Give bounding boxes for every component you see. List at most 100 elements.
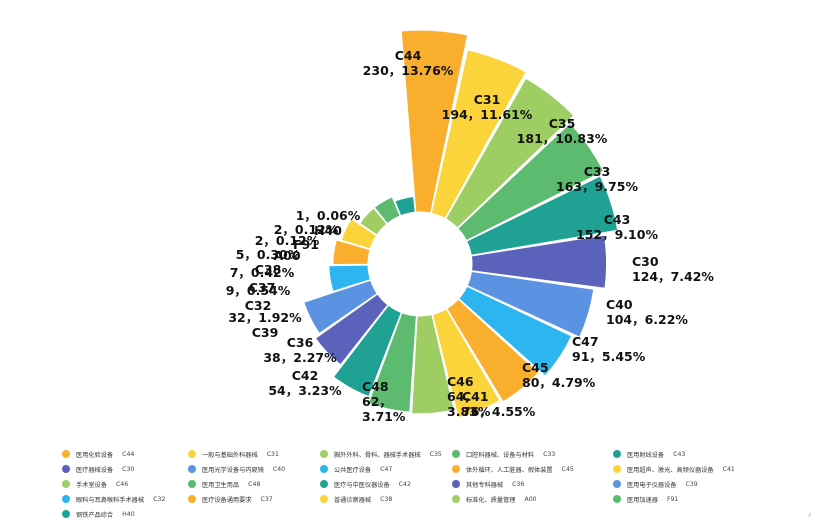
rose-sector-c35[interactable] xyxy=(445,77,575,229)
legend-swatch xyxy=(320,480,328,488)
legend-code: C36 xyxy=(512,480,525,488)
rose-sector-c42[interactable] xyxy=(332,304,402,398)
data-label-c36-line2: 38，2.27% xyxy=(263,350,337,365)
legend-code: C35 xyxy=(429,450,442,458)
rose-sector-c44[interactable] xyxy=(400,29,469,214)
rose-sector-a00[interactable] xyxy=(359,207,388,236)
data-label-c37-line1: 7，0.42% xyxy=(230,265,295,280)
rose-sector-c39[interactable] xyxy=(303,279,378,335)
legend-item-c33[interactable]: 口腔科器械、设备与材料 C33 xyxy=(452,448,555,460)
legend-code: C45 xyxy=(561,465,574,473)
legend-name: 普通诊察器械 xyxy=(334,496,372,504)
data-label-c40-line2: 104，6.22% xyxy=(606,312,688,327)
rose-sector-c41[interactable] xyxy=(431,308,501,419)
legend-swatch xyxy=(613,480,621,488)
legend-name: 公共医疗设备 xyxy=(334,466,372,474)
legend-item-c46[interactable]: 手术室设备 C46 xyxy=(62,478,128,490)
data-label-c35-line1: C35 xyxy=(549,116,576,131)
data-label-c47-line1: C47 xyxy=(572,334,599,349)
legend-item-c38[interactable]: 普通诊察器械 C38 xyxy=(320,493,392,505)
data-label-c33-line1: C33 xyxy=(584,164,611,179)
legend-name: 医疗设备通用要求 xyxy=(202,496,252,504)
legend-item-c32[interactable]: 眼科与耳鼻喉科手术器械 C32 xyxy=(62,493,165,505)
legend-item-c45[interactable]: 体外循环、人工脏器、假体装置 C45 xyxy=(452,463,574,475)
rose-sector-c45[interactable] xyxy=(446,298,540,403)
legend-name: 钢铁产品综合 xyxy=(76,511,114,519)
legend-item-c36[interactable]: 其他专科器械 C36 xyxy=(452,478,524,490)
legend-code: C42 xyxy=(398,480,411,488)
data-label-c30-line1: C30 xyxy=(632,254,659,269)
legend-item-c42[interactable]: 医疗与中医仪器设备 C42 xyxy=(320,478,411,490)
data-label-c33-line2: 163，9.75% xyxy=(556,179,638,194)
rose-sector-c32[interactable] xyxy=(328,264,372,292)
rose-sector-c47[interactable] xyxy=(458,285,573,377)
legend-name: 体外循环、人工脏器、假体装置 xyxy=(466,466,553,474)
data-label-c48-line1: C48 xyxy=(362,379,389,394)
data-label-c31-line2: 194，11.61% xyxy=(442,107,533,122)
data-label-c45-line1: C45 xyxy=(522,360,549,375)
legend-code: A00 xyxy=(524,495,537,503)
rose-sector-c38[interactable] xyxy=(340,218,378,250)
rose-sector-c46[interactable] xyxy=(411,314,455,415)
legend-name: 胸外外科、骨科、器械手术器械 xyxy=(334,451,421,459)
rose-sector-h40[interactable] xyxy=(394,196,416,217)
rose-sector-c31[interactable] xyxy=(430,49,527,220)
rose-sector-c36[interactable] xyxy=(314,293,389,366)
data-label-c44-line2: 230，13.76% xyxy=(363,63,454,78)
data-label-c39-line1: 32，1.92% xyxy=(228,310,302,325)
legend-item-c30[interactable]: 医疗器械设备 C30 xyxy=(62,463,134,475)
data-label-c48-line3: 3.71% xyxy=(362,409,406,424)
legend-item-c35[interactable]: 胸外外科、骨科、器械手术器械 C35 xyxy=(320,448,442,460)
data-label-c32-line2: C32 xyxy=(245,298,272,313)
data-label-c42-line1: C42 xyxy=(292,368,319,383)
legend-item-c44[interactable]: 医用化验设备 C44 xyxy=(62,448,134,460)
data-label-c30-line2: 124，7.42% xyxy=(632,269,714,284)
legend-item-c41[interactable]: 医用超声、激光、高频仪器设备 C41 xyxy=(613,463,735,475)
legend-name: 医疗与中医仪器设备 xyxy=(334,481,390,489)
rose-sector-c40[interactable] xyxy=(466,270,595,338)
data-label-c38-line1: 5，0.30% xyxy=(236,247,301,262)
legend-item-c31[interactable]: 一般与基础外科器械 C31 xyxy=(188,448,279,460)
data-label-h40-line1: 1，0.06% xyxy=(296,208,361,223)
legend-name: 医用加速器 xyxy=(627,496,658,504)
legend-item-c47[interactable]: 公共医疗设备 C47 xyxy=(320,463,392,475)
legend-item-f91[interactable]: 医用加速器 F91 xyxy=(613,493,678,505)
legend-item-c48[interactable]: 医用卫生用品 C48 xyxy=(188,478,260,490)
legend-code: C31 xyxy=(266,450,279,458)
legend-swatch xyxy=(613,465,621,473)
legend-item-c37[interactable]: 医疗设备通用要求 C37 xyxy=(188,493,273,505)
rose-sector-c43[interactable] xyxy=(466,175,619,256)
legend-code: C47 xyxy=(380,465,393,473)
data-label-c45-line2: 80，4.79% xyxy=(522,375,596,390)
legend-item-a00[interactable]: 标准化、质量管理 A00 xyxy=(452,493,537,505)
rose-sector-c48[interactable] xyxy=(367,312,417,413)
legend-item-c39[interactable]: 医用电子仪器设备 C39 xyxy=(613,478,698,490)
data-label-c38-line2: C38 xyxy=(255,262,282,277)
rose-sector-c37[interactable] xyxy=(332,239,371,265)
legend-swatch xyxy=(188,495,196,503)
legend-item-c43[interactable]: 医用射线设备 C43 xyxy=(613,448,685,460)
rose-sector-c30[interactable] xyxy=(470,234,608,289)
legend-name: 医用卫生用品 xyxy=(202,481,240,489)
legend-swatch xyxy=(452,450,460,458)
data-label-c44-line1: C44 xyxy=(395,48,422,63)
data-label-c32-line1: 9，0.54% xyxy=(226,283,291,298)
data-label-c41-line2: 76，4.55% xyxy=(462,404,536,419)
data-label-f91-line1: 2，0.12% xyxy=(274,222,339,237)
legend-item-c40[interactable]: 医用光学设备与内窥镜 C40 xyxy=(188,463,285,475)
data-label-c40-line1: C40 xyxy=(606,297,633,312)
legend-swatch xyxy=(62,480,70,488)
legend-name: 其他专科器械 xyxy=(466,481,504,489)
legend-swatch xyxy=(452,495,460,503)
legend-swatch xyxy=(62,450,70,458)
rose-sector-f91[interactable] xyxy=(373,196,401,225)
legend-swatch xyxy=(452,465,460,473)
data-label-c47-line2: 91，5.45% xyxy=(572,349,646,364)
legend-code: C43 xyxy=(673,450,686,458)
legend-item-h40[interactable]: 钢铁产品综合 H40 xyxy=(62,508,135,520)
legend-name: 医用光学设备与内窥镜 xyxy=(202,466,264,474)
legend-name: 口腔科器械、设备与材料 xyxy=(466,451,535,459)
rose-sector-c33[interactable] xyxy=(457,122,605,242)
corner-mark: ⌟ xyxy=(807,508,811,517)
data-label-c46-line3: 3.83% xyxy=(447,404,491,419)
